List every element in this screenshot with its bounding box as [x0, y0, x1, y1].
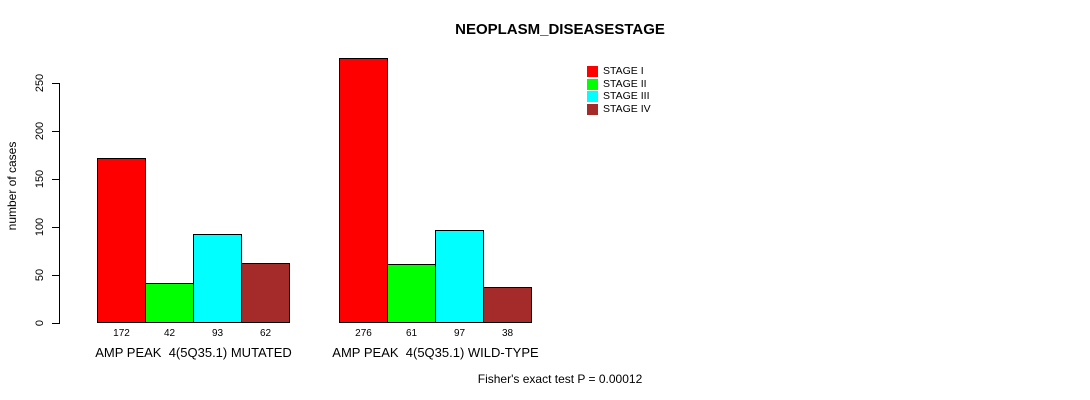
bar-stage-iii: [435, 229, 484, 323]
y-axis-title: number of cases: [5, 141, 19, 231]
bar-stage-ii: [145, 282, 194, 323]
x-group-label: AMP PEAK 4(5Q35.1) MUTATED: [95, 345, 292, 360]
bar-stage-i: [97, 157, 146, 323]
legend-swatch: [587, 91, 598, 103]
bar-value-label: 38: [501, 328, 514, 339]
y-tick-mark: [52, 226, 59, 228]
legend-item: STAGE IV: [587, 102, 651, 115]
legend-label: STAGE II: [603, 77, 647, 90]
bar-stage-iii: [193, 233, 242, 323]
bar-value-label: 61: [405, 328, 418, 339]
annotation-text: Fisher's exact test P = 0.00012: [477, 372, 643, 386]
y-tick-label: 200: [34, 121, 46, 141]
y-tick-label: 0: [34, 319, 46, 327]
y-tick-mark: [52, 130, 59, 132]
bar-stage-i: [339, 58, 388, 323]
y-tick-label: 50: [34, 268, 46, 282]
y-tick-mark: [52, 274, 59, 276]
legend-swatch: [587, 78, 598, 90]
bar-stage-iv: [483, 286, 532, 323]
legend-item: STAGE I: [587, 66, 651, 77]
legend-swatch: [587, 103, 598, 115]
y-tick-mark: [52, 178, 59, 180]
bar-value-label: 276: [355, 328, 372, 339]
bar-stage-iv: [241, 263, 290, 323]
legend-swatch: [587, 66, 598, 77]
y-tick-label: 100: [34, 217, 46, 237]
x-group-label: AMP PEAK 4(5Q35.1) WILD-TYPE: [332, 345, 539, 360]
legend-label: STAGE III: [603, 90, 650, 103]
bar-value-label: 172: [113, 328, 130, 339]
legend-item: STAGE III: [587, 90, 651, 103]
bar-value-label: 62: [259, 328, 272, 339]
y-tick-label: 250: [34, 73, 46, 93]
bar-value-label: 97: [453, 328, 466, 339]
legend: STAGE I STAGE II STAGE III STAGE IV: [587, 66, 651, 116]
y-axis-line: [59, 83, 60, 324]
y-tick-label: 150: [34, 169, 46, 189]
legend-label: STAGE I: [603, 65, 644, 77]
y-tick-mark: [52, 82, 59, 84]
bar-value-label: 42: [163, 328, 176, 339]
legend-item: STAGE II: [587, 77, 651, 90]
bar-stage-ii: [387, 264, 436, 323]
chart-title: NEOPLASM_DISEASESTAGE: [455, 21, 665, 38]
legend-label: STAGE IV: [603, 102, 651, 115]
y-tick-mark: [52, 322, 59, 324]
bar-value-label: 93: [211, 328, 224, 339]
